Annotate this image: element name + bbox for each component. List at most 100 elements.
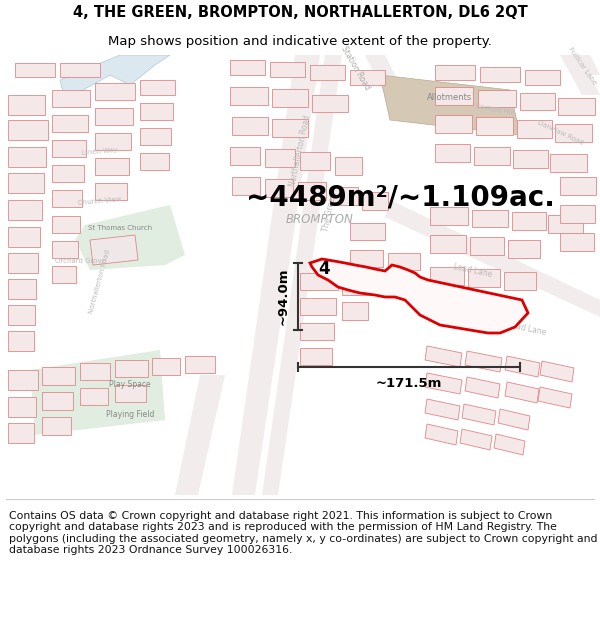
Text: Church View: Church View — [78, 196, 122, 206]
Polygon shape — [435, 65, 475, 80]
Polygon shape — [478, 90, 516, 107]
Polygon shape — [474, 147, 510, 165]
Polygon shape — [385, 200, 600, 317]
Text: Allotments: Allotments — [427, 93, 473, 102]
Polygon shape — [310, 259, 528, 333]
Polygon shape — [430, 235, 466, 253]
Polygon shape — [560, 177, 596, 195]
Polygon shape — [8, 423, 34, 443]
Polygon shape — [480, 67, 520, 82]
Polygon shape — [300, 152, 330, 170]
Polygon shape — [432, 285, 500, 327]
Text: Fullicar Lane: Fullicar Lane — [567, 46, 597, 86]
Polygon shape — [465, 351, 502, 372]
Polygon shape — [555, 124, 592, 142]
Polygon shape — [262, 55, 342, 495]
Polygon shape — [52, 216, 80, 233]
Polygon shape — [140, 153, 169, 170]
Polygon shape — [52, 90, 90, 107]
Text: Station Road: Station Road — [339, 45, 371, 92]
Polygon shape — [520, 93, 555, 110]
Polygon shape — [425, 373, 462, 394]
Polygon shape — [462, 404, 496, 425]
Polygon shape — [517, 120, 552, 138]
Polygon shape — [508, 240, 540, 258]
Polygon shape — [115, 360, 148, 377]
Polygon shape — [8, 370, 38, 390]
Polygon shape — [350, 250, 383, 267]
Polygon shape — [538, 387, 572, 408]
Polygon shape — [8, 253, 38, 273]
Polygon shape — [540, 361, 574, 382]
Polygon shape — [15, 63, 55, 77]
Polygon shape — [350, 277, 385, 295]
Polygon shape — [505, 382, 539, 403]
Text: Contains OS data © Crown copyright and database right 2021. This information is : Contains OS data © Crown copyright and d… — [9, 511, 598, 556]
Polygon shape — [232, 117, 268, 135]
Polygon shape — [8, 120, 48, 140]
Polygon shape — [504, 272, 536, 290]
Text: The Green: The Green — [322, 191, 338, 232]
Polygon shape — [525, 70, 560, 85]
Polygon shape — [425, 424, 458, 445]
Text: Play Space: Play Space — [109, 380, 151, 389]
Polygon shape — [560, 205, 595, 223]
Polygon shape — [8, 173, 44, 193]
Polygon shape — [8, 331, 34, 351]
Polygon shape — [42, 392, 73, 410]
Polygon shape — [425, 399, 460, 420]
Polygon shape — [342, 302, 368, 320]
Text: Northallerton Road: Northallerton Road — [288, 114, 312, 187]
Polygon shape — [513, 150, 548, 168]
Text: BROMPTON: BROMPTON — [286, 213, 354, 226]
Polygon shape — [8, 397, 36, 417]
Text: Playing Field: Playing Field — [106, 410, 154, 419]
Text: Northallerton Road: Northallerton Road — [89, 249, 112, 314]
Polygon shape — [140, 128, 171, 145]
Text: St Thomas Church: St Thomas Church — [88, 225, 152, 231]
Polygon shape — [8, 279, 36, 299]
Polygon shape — [8, 147, 46, 167]
Text: ~171.5m: ~171.5m — [376, 377, 442, 390]
Polygon shape — [80, 363, 110, 380]
Polygon shape — [8, 200, 42, 220]
Polygon shape — [560, 55, 600, 95]
Polygon shape — [8, 95, 45, 115]
Text: 4: 4 — [318, 260, 329, 278]
Polygon shape — [435, 115, 472, 133]
Polygon shape — [185, 356, 215, 373]
Polygon shape — [350, 223, 385, 240]
Polygon shape — [460, 429, 492, 450]
Polygon shape — [425, 346, 462, 367]
Polygon shape — [95, 133, 131, 150]
Polygon shape — [95, 83, 135, 100]
Polygon shape — [52, 140, 86, 157]
Text: Lead Lane: Lead Lane — [507, 320, 547, 337]
Polygon shape — [470, 237, 504, 255]
Polygon shape — [300, 273, 338, 290]
Polygon shape — [498, 409, 530, 430]
Polygon shape — [230, 147, 260, 165]
Polygon shape — [550, 154, 587, 172]
Polygon shape — [30, 350, 165, 435]
Polygon shape — [312, 95, 348, 112]
Polygon shape — [466, 297, 496, 315]
Polygon shape — [512, 212, 546, 230]
Polygon shape — [115, 385, 146, 402]
Polygon shape — [272, 89, 308, 107]
Polygon shape — [380, 75, 520, 135]
Text: ~94.0m: ~94.0m — [277, 268, 290, 325]
Polygon shape — [232, 177, 260, 195]
Polygon shape — [95, 183, 127, 200]
Text: Map shows position and indicative extent of the property.: Map shows position and indicative extent… — [108, 35, 492, 48]
Polygon shape — [570, 55, 600, 75]
Polygon shape — [80, 388, 108, 405]
Polygon shape — [230, 87, 268, 105]
Polygon shape — [330, 187, 358, 205]
Text: 4, THE GREEN, BROMPTON, NORTHALLERTON, DL6 2QT: 4, THE GREEN, BROMPTON, NORTHALLERTON, D… — [73, 4, 527, 19]
Polygon shape — [232, 55, 320, 495]
Polygon shape — [300, 298, 336, 315]
Polygon shape — [430, 267, 464, 285]
Text: ~4489m²/~1.109ac.: ~4489m²/~1.109ac. — [245, 183, 554, 211]
Polygon shape — [300, 323, 334, 340]
